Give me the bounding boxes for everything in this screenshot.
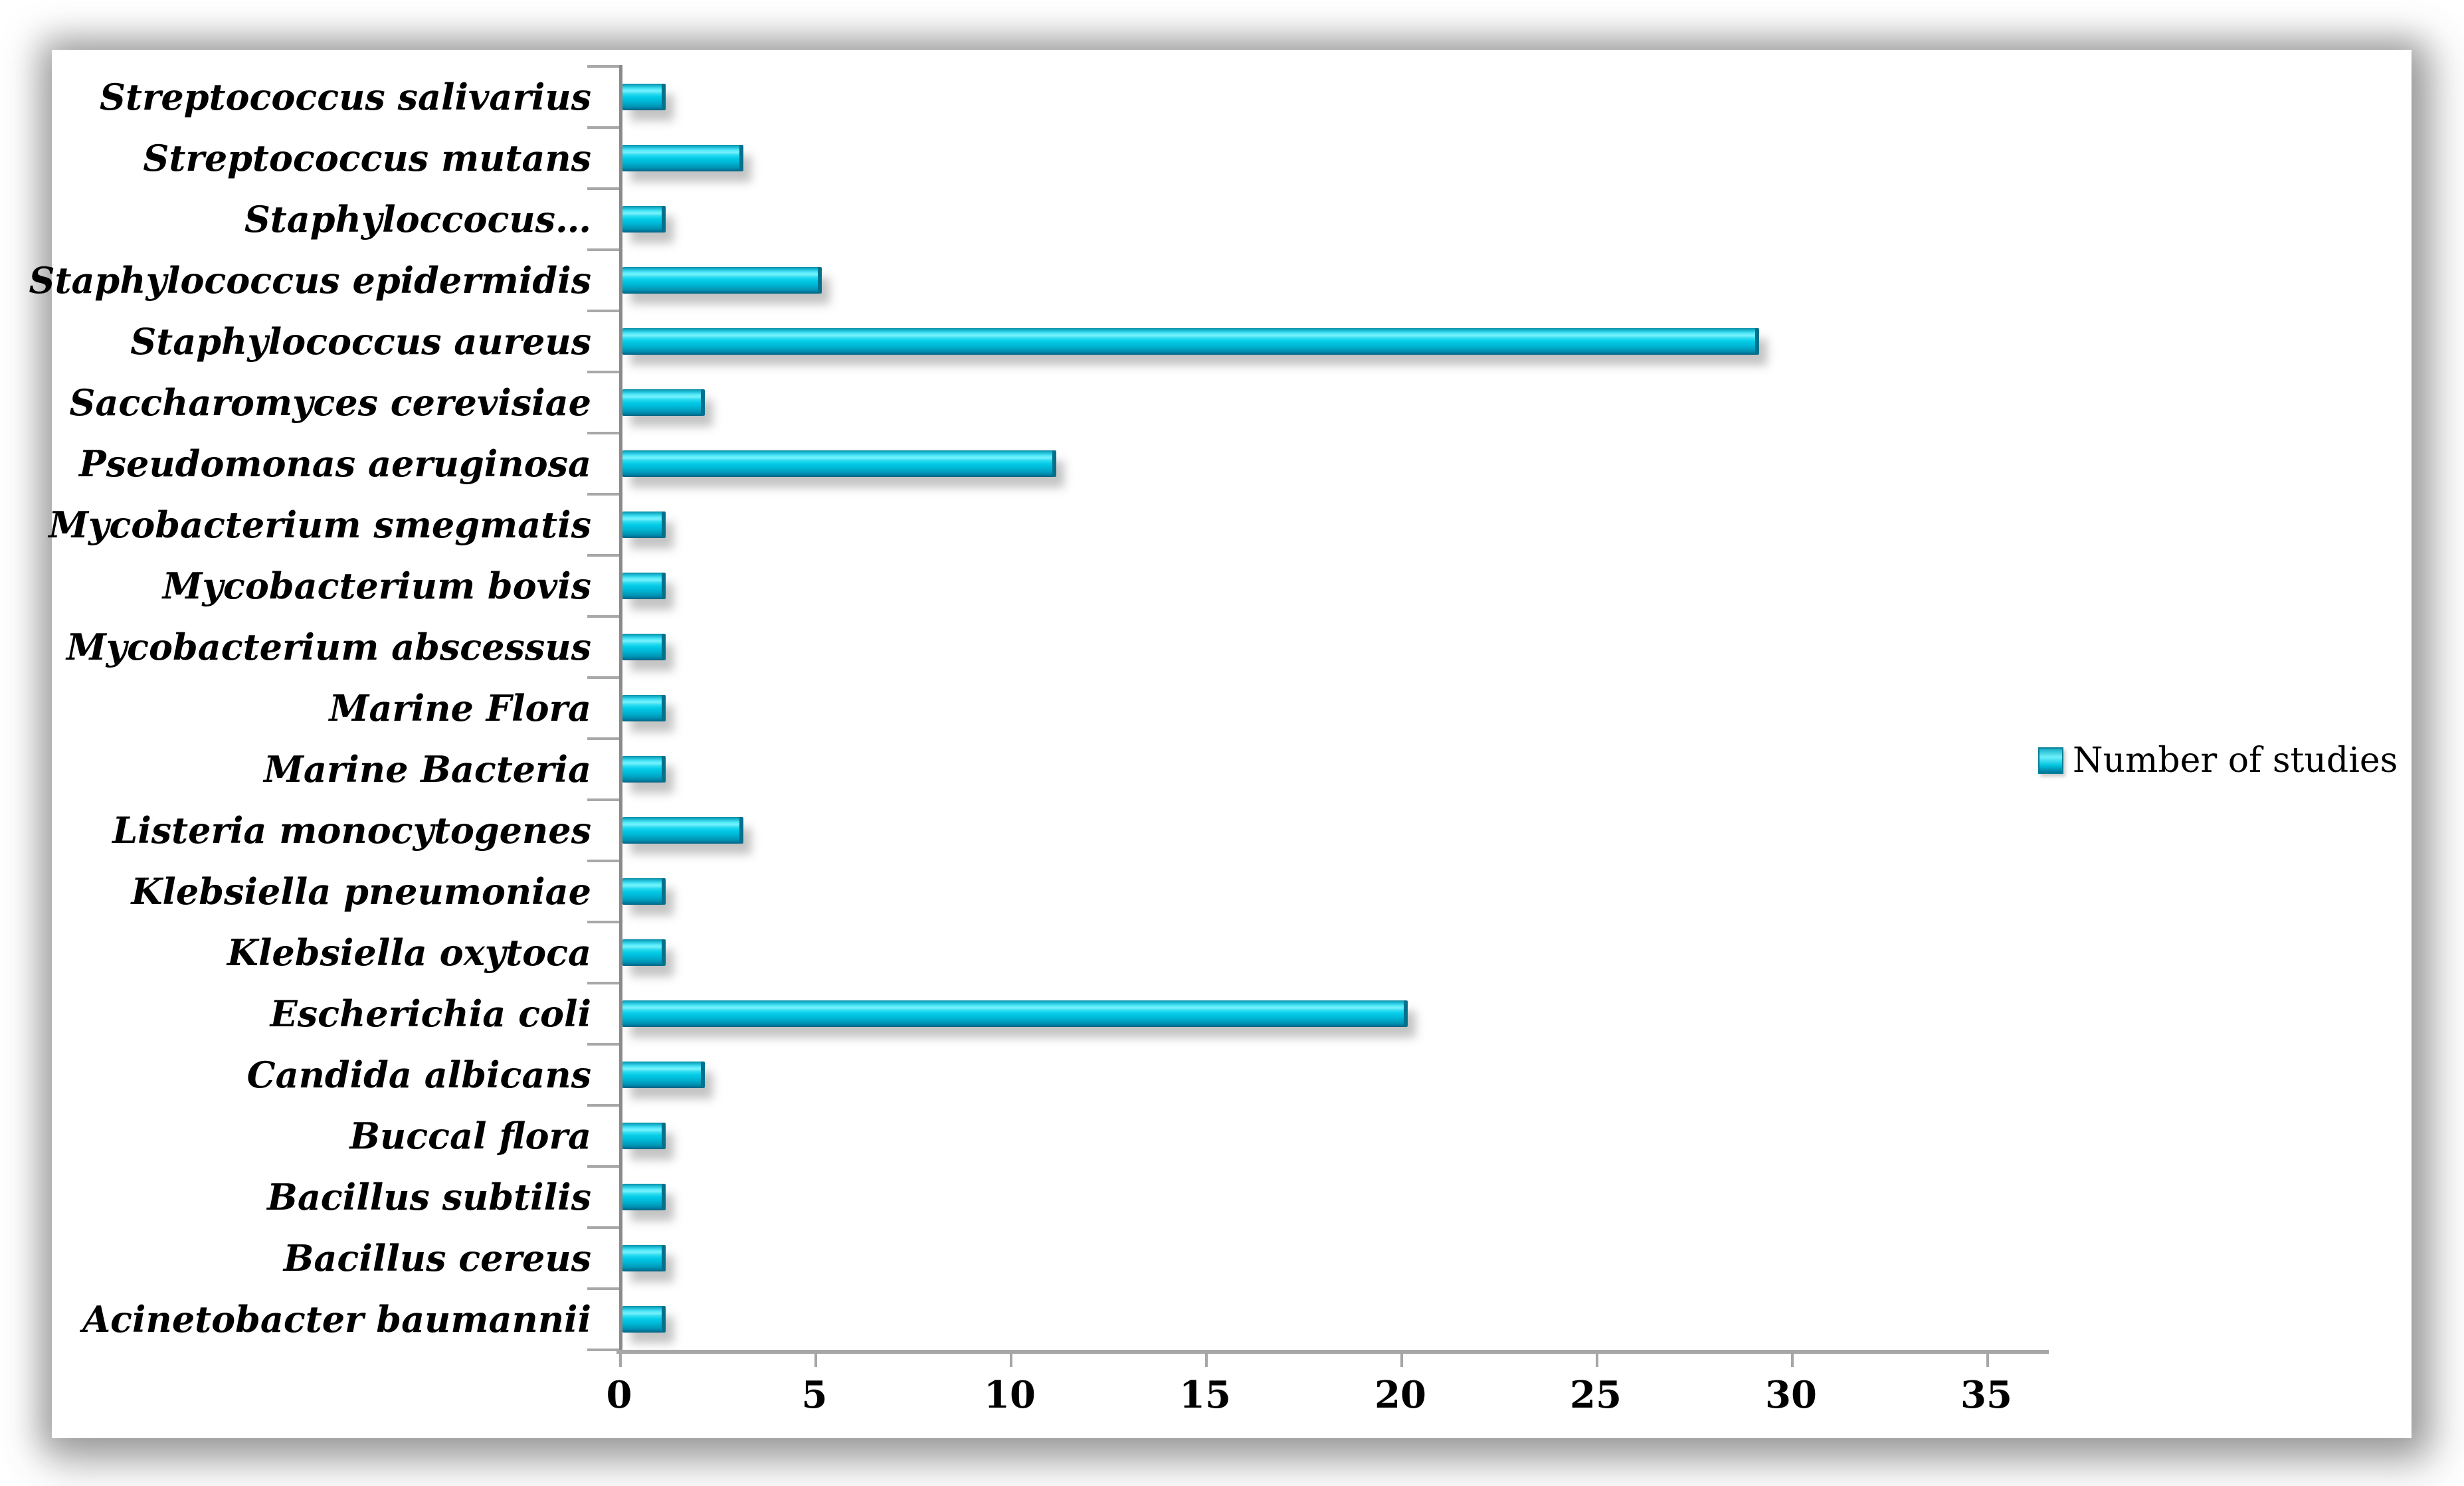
bar-row (622, 616, 2350, 678)
category-label: Staphyloccocus… (244, 198, 591, 240)
bar (622, 328, 1760, 355)
bar (622, 1245, 666, 1271)
x-tick-label: 20 (1374, 1373, 1426, 1417)
bar (622, 634, 666, 660)
bar (622, 84, 666, 110)
bar-row (622, 433, 2350, 494)
bar-row (622, 494, 2350, 555)
bar-row (622, 189, 2350, 250)
x-tick-label: 5 (801, 1373, 828, 1417)
bar (622, 573, 666, 599)
bar-row (622, 250, 2350, 311)
bar (622, 1184, 666, 1210)
x-tick-label: 30 (1765, 1373, 1817, 1417)
bar (622, 1062, 705, 1088)
category-label: Saccharomyces cerevisiae (69, 381, 591, 424)
bar-row (622, 1105, 2350, 1166)
category-labels-column: Streptococcus salivarius Streptococcus mu… (29, 66, 602, 1350)
x-tick-label: 15 (1179, 1373, 1231, 1417)
bar (622, 817, 744, 844)
category-label: Marine Flora (329, 687, 591, 729)
bar-row (622, 1289, 2350, 1350)
x-axis-ticks (619, 1354, 1989, 1367)
category-label: Klebsiella pneumoniae (131, 870, 591, 913)
category-label: Streptococcus salivarius (100, 76, 591, 118)
bar-row (622, 1228, 2350, 1289)
category-label: Mycobacterium bovis (162, 565, 591, 607)
bar (622, 450, 1056, 477)
category-label: Staphylococcus epidermidis (29, 259, 592, 302)
category-label: Marine Bacteria (264, 748, 591, 790)
y-axis-ticks (587, 65, 619, 1352)
category-label: Buccal flora (349, 1115, 591, 1157)
category-label: Mycobacterium abscessus (66, 626, 591, 668)
bar (622, 1123, 666, 1149)
category-label: Streptococcus mutans (143, 137, 591, 179)
bar (622, 939, 666, 966)
bar-row (622, 372, 2350, 433)
category-label: Candida albicans (246, 1054, 591, 1096)
bar (622, 511, 666, 538)
bar-row (622, 128, 2350, 189)
legend-color-swatch-icon (2038, 747, 2063, 774)
bars-area (622, 66, 2350, 1350)
bar (622, 695, 666, 721)
category-label: Listeria monocytogenes (112, 809, 591, 852)
chart-frame: Streptococcus salivarius Streptococcus mu… (29, 50, 2412, 1438)
category-label: Pseudomonas aeruginosa (78, 442, 591, 485)
x-tick-label: 0 (606, 1373, 632, 1417)
x-axis-line (616, 1350, 2049, 1354)
category-label: Mycobacterium smegmatis (48, 504, 591, 546)
bar-row (622, 678, 2350, 739)
bar-row (622, 800, 2350, 861)
bar (622, 267, 822, 294)
bar (622, 145, 744, 171)
bar-row (622, 861, 2350, 922)
bar (622, 878, 666, 905)
x-tick-label: 35 (1960, 1373, 2012, 1417)
bar-row (622, 555, 2350, 616)
category-label: Klebsiella oxytoca (227, 931, 591, 974)
bar (622, 756, 666, 783)
bar-row (622, 311, 2350, 372)
bar (622, 1000, 1408, 1027)
category-label: Bacillus subtilis (267, 1176, 591, 1218)
category-label: Bacillus cereus (283, 1237, 591, 1279)
bar-row (622, 922, 2350, 983)
legend-label: Number of studies (2073, 741, 2398, 781)
bar-row (622, 1044, 2350, 1105)
category-label: Acinetobacter baumannii (82, 1298, 591, 1341)
bar-row (622, 983, 2350, 1044)
bar-row (622, 739, 2350, 800)
x-tick-label: 25 (1570, 1373, 1622, 1417)
bar (622, 389, 705, 416)
x-tick-label: 10 (984, 1373, 1036, 1417)
category-label: Staphylococcus aureus (130, 320, 591, 363)
legend: Number of studies (2038, 741, 2398, 781)
bar-row (622, 66, 2350, 128)
y-axis-line (619, 65, 622, 1354)
bar (622, 206, 666, 232)
bar-row (622, 1166, 2350, 1228)
category-label: Escherichia coli (270, 992, 591, 1035)
x-axis-labels: 0 5 10 15 20 25 30 35 (607, 1373, 2047, 1433)
bar (622, 1306, 666, 1333)
